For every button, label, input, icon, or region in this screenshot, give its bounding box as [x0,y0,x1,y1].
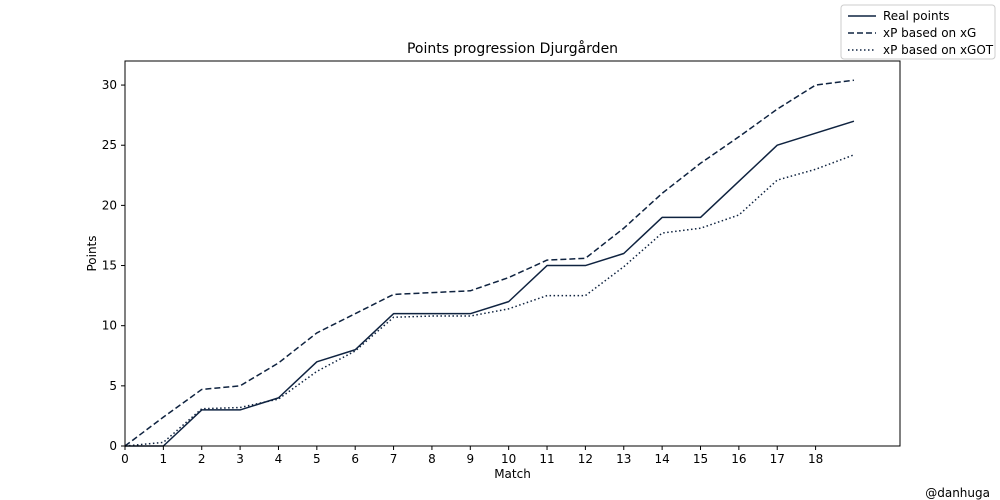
x-tick-label: 10 [501,452,516,466]
x-tick-label: 14 [654,452,669,466]
y-tick-label: 30 [102,78,117,92]
x-tick-label: 13 [616,452,631,466]
credit-text: @danhuga [925,486,990,500]
x-axis-title: Match [494,467,531,481]
x-tick-label: 3 [236,452,244,466]
y-tick-label: 5 [109,379,117,393]
x-tick-label: 9 [466,452,474,466]
y-tick-label: 15 [102,259,117,273]
x-tick-label: 7 [390,452,398,466]
x-tick-label: 4 [275,452,283,466]
y-axis-title: Points [85,235,99,271]
legend-label: Real points [883,9,950,23]
x-tick-label: 15 [693,452,708,466]
y-tick-label: 0 [109,439,117,453]
x-tick-label: 1 [160,452,168,466]
plot-lines [124,79,855,447]
x-tick-label: 18 [808,452,823,466]
x-tick-label: 6 [351,452,359,466]
series-line-dashed [124,79,855,447]
series-line-solid [125,120,855,447]
x-tick-label: 8 [428,452,436,466]
x-tick-label: 0 [121,452,129,466]
legend-label: xP based on xGOT [883,43,994,57]
series-line-dotted [124,154,855,447]
x-tick-label: 11 [539,452,554,466]
chart-title: Points progression Djurgården [407,40,618,57]
y-tick-label: 25 [102,138,117,152]
y-axis-ticks: 0 5 10 15 20 25 30 [102,78,125,453]
legend-label: xP based on xG [883,26,976,40]
legend: Real points xP based on xG xP based on xGO… [840,4,996,60]
x-tick-label: 5 [313,452,321,466]
x-tick-label: 17 [770,452,785,466]
y-tick-label: 20 [102,198,117,212]
x-tick-label: 2 [198,452,206,466]
plot-frame [124,60,901,447]
x-tick-label: 12 [578,452,593,466]
x-tick-label: 16 [731,452,746,466]
y-tick-label: 10 [102,319,117,333]
x-axis-ticks: 0 1 2 3 4 5 6 7 8 9 10 11 12 13 14 15 16 17 18 [121,446,823,466]
legend-box [840,4,996,60]
